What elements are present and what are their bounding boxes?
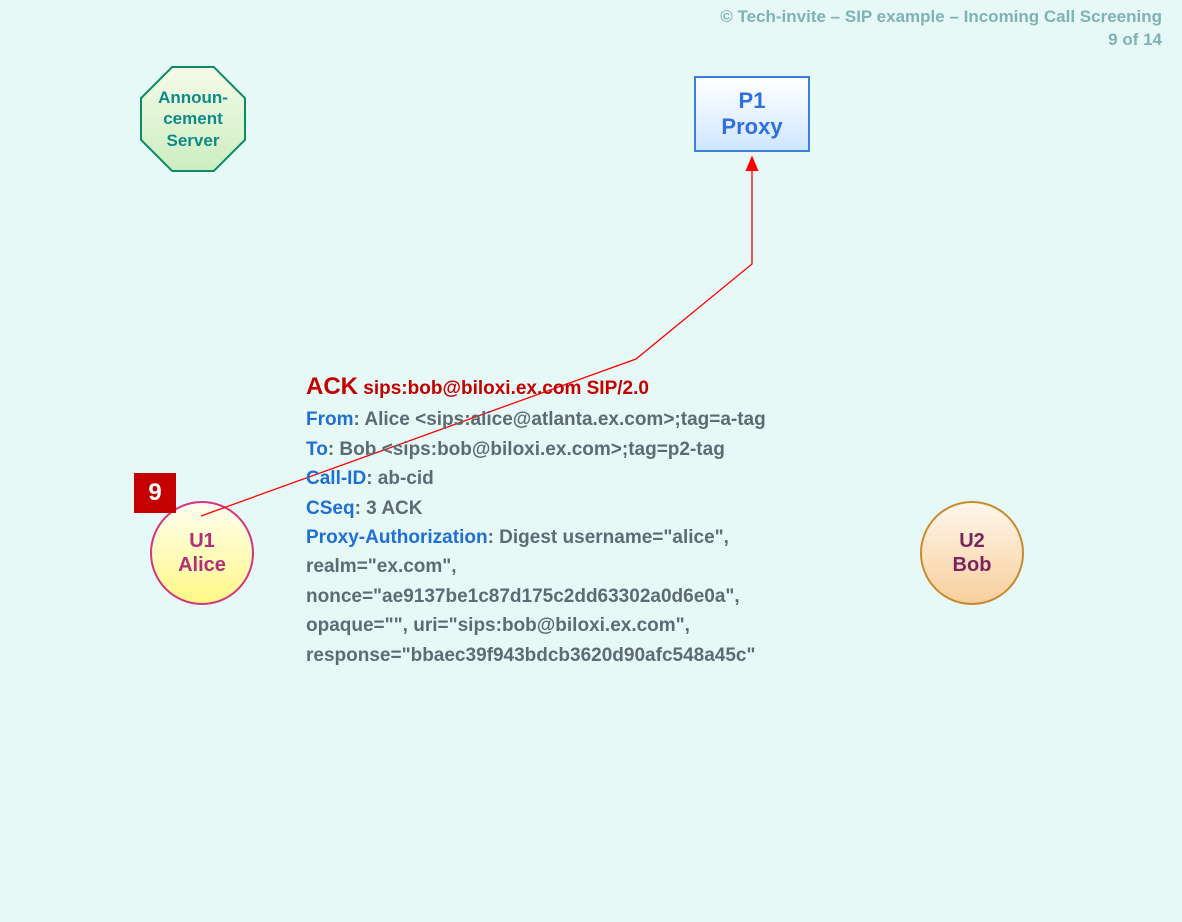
- node-announcement-server-inner: Announ-cementServer: [142, 68, 244, 170]
- sip-request-uri: sips:bob@biloxi.ex.com SIP/2.0: [363, 378, 649, 399]
- header-page-count: 9 of 14: [720, 29, 1162, 52]
- step-number-label: 9: [148, 479, 161, 507]
- header-title: © Tech-invite – SIP example – Incoming C…: [720, 6, 1162, 29]
- sip-header-line: To: Bob <sips:bob@biloxi.ex.com>;tag=p2-…: [306, 435, 766, 464]
- sip-header-name: From: [306, 409, 354, 430]
- sip-header-name: Proxy-Authorization: [306, 527, 488, 548]
- sip-header-name: To: [306, 439, 328, 460]
- diagram-canvas: © Tech-invite – SIP example – Incoming C…: [0, 0, 1182, 922]
- sip-header-value: Alice <sips:alice@atlanta.ex.com>;tag=a-…: [360, 409, 766, 430]
- sip-method: ACK: [306, 373, 358, 400]
- node-u1-alice-label: U1Alice: [178, 529, 226, 577]
- page-header: © Tech-invite – SIP example – Incoming C…: [720, 6, 1162, 52]
- sip-header-line: Call-ID: ab-cid: [306, 464, 766, 493]
- node-announcement-server-label: Announ-cementServer: [158, 87, 228, 151]
- sip-header-value: ab-cid: [373, 468, 434, 489]
- sip-header-name: CSeq: [306, 498, 355, 519]
- sip-header-continuation: realm="ex.com",: [306, 552, 766, 581]
- sip-header-line: Proxy-Authorization: Digest username="al…: [306, 523, 766, 552]
- sip-header-continuation: nonce="ae9137be1c87d175c2dd63302a0d6e0a"…: [306, 582, 766, 611]
- sip-headers: From: Alice <sips:alice@atlanta.ex.com>;…: [306, 405, 766, 670]
- step-number-badge: 9: [134, 473, 176, 513]
- node-u2-bob-label: U2Bob: [953, 529, 992, 577]
- node-u2-bob: U2Bob: [920, 501, 1024, 605]
- sip-header-name: Call-ID: [306, 468, 366, 489]
- sip-header-value: Digest username="alice",: [494, 527, 729, 548]
- sip-header-continuation: response="bbaec39f943bdcb3620d90afc548a4…: [306, 641, 766, 670]
- sip-header-value: Bob <sips:bob@biloxi.ex.com>;tag=p2-tag: [334, 439, 725, 460]
- sip-message-block: ACK sips:bob@biloxi.ex.com SIP/2.0 From:…: [306, 368, 766, 670]
- node-u1-alice: U1Alice: [150, 501, 254, 605]
- node-announcement-server: Announ-cementServer: [140, 66, 246, 172]
- node-p1-proxy: P1Proxy: [694, 76, 810, 152]
- sip-header-line: CSeq: 3 ACK: [306, 494, 766, 523]
- sip-header-continuation: opaque="", uri="sips:bob@biloxi.ex.com",: [306, 611, 766, 640]
- sip-header-value: 3 ACK: [361, 498, 423, 519]
- node-p1-proxy-label: P1Proxy: [721, 88, 782, 141]
- sip-header-line: From: Alice <sips:alice@atlanta.ex.com>;…: [306, 405, 766, 434]
- sip-request-line: ACK sips:bob@biloxi.ex.com SIP/2.0: [306, 368, 766, 405]
